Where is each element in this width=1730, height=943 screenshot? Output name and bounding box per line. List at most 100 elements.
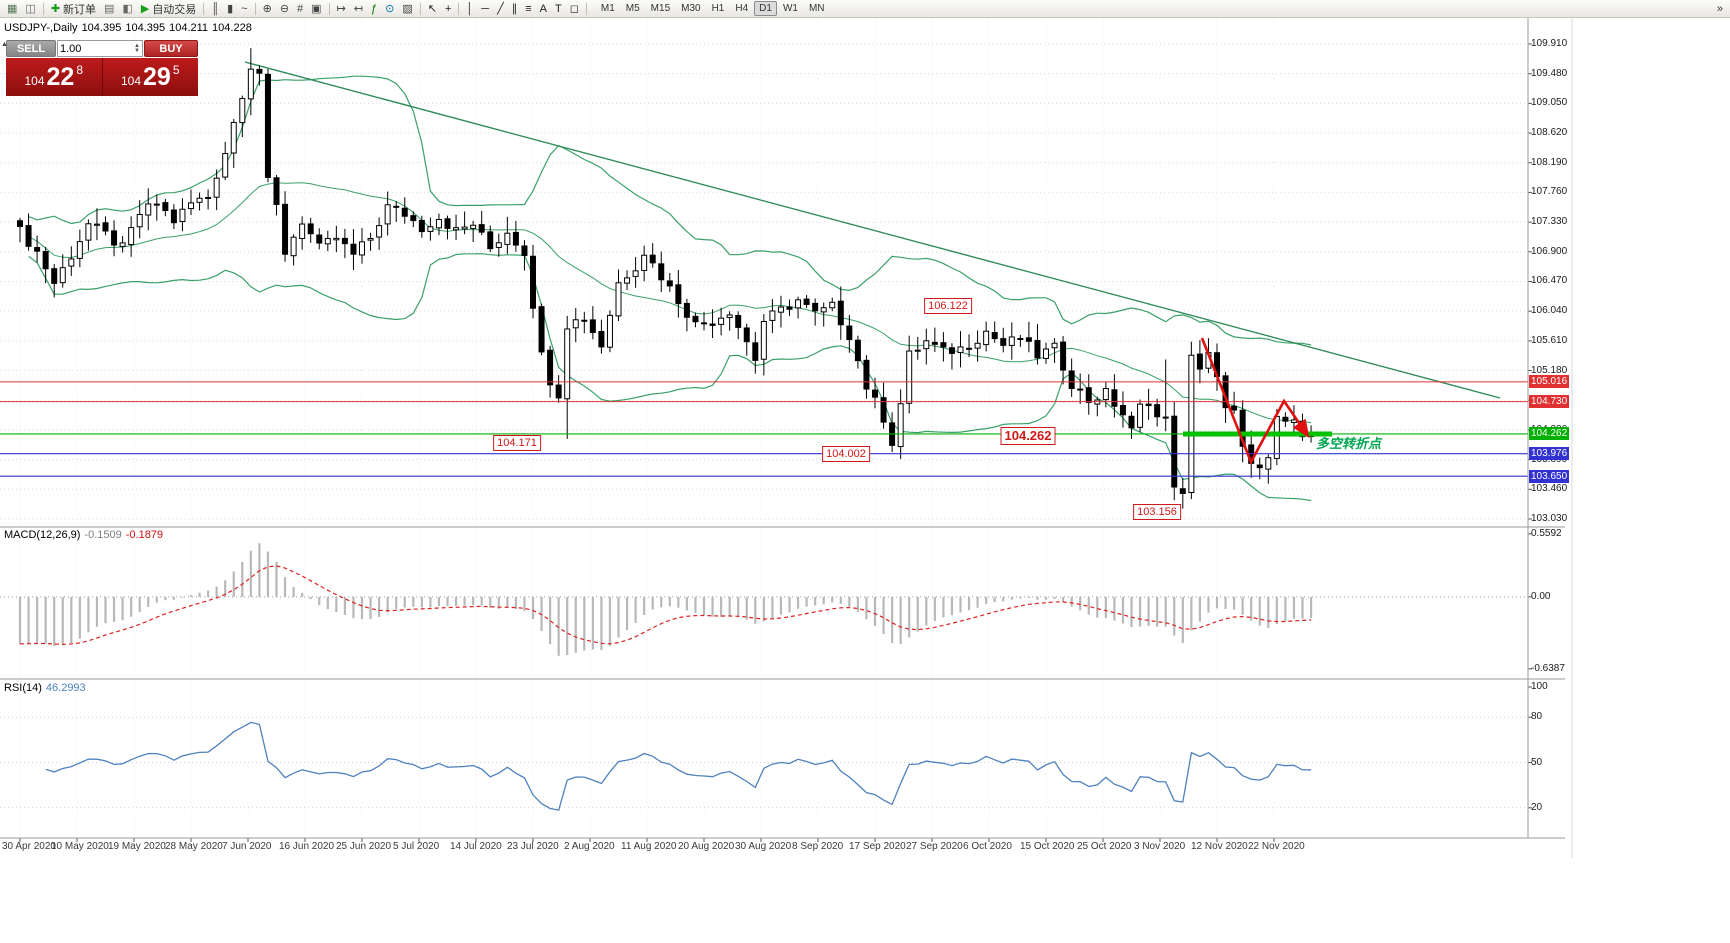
turning-point-annotation[interactable]: 多空转折点 [1316, 436, 1382, 451]
vertical-line-icon: │ [466, 2, 474, 15]
price-scale-label: 108.620 [1531, 127, 1568, 139]
macd-signal-value: -0.1879 [125, 529, 164, 541]
candlestick-chart-button[interactable]: ▮ [223, 1, 237, 17]
date-axis-label: 25 Jun 2020 [336, 841, 392, 852]
rsi-name: RSI(14) [4, 682, 42, 694]
grid-icon: # [297, 2, 304, 15]
volume-decrease-icon[interactable]: ▼ [134, 47, 140, 54]
date-axis-label: 11 Aug 2020 [621, 841, 677, 852]
date-axis-label: 3 Nov 2020 [1134, 841, 1186, 852]
timeframe-m15-button[interactable]: M15 [650, 3, 671, 14]
price-callout[interactable]: 106.122 [924, 298, 972, 314]
toolbar-overflow-button[interactable]: » [1716, 2, 1723, 15]
toolbar-separator [203, 2, 205, 15]
market-watch-button[interactable]: ▤ [100, 1, 118, 17]
timeframe-m30-button[interactable]: M30 [681, 3, 701, 14]
buy-price-pips: 29 [143, 63, 171, 91]
date-axis-label: 10 May 2020 [51, 841, 109, 852]
rsi-scale-label: 80 [1531, 711, 1543, 723]
shapes-icon: ◻ [569, 2, 579, 15]
price-scale-label: 106.900 [1531, 245, 1568, 257]
horizontal-line-button[interactable]: ─ [477, 1, 493, 17]
price-scale-label: 109.480 [1531, 67, 1568, 79]
text-button[interactable]: A [536, 1, 551, 17]
fibonacci-button[interactable]: ≡ [521, 1, 535, 17]
trade-panel-toggle[interactable]: ▲ [1, 41, 8, 48]
price-callout[interactable]: 104.262 [1000, 427, 1056, 445]
vertical-line-button[interactable]: │ [462, 1, 477, 17]
rsi-scale-label: 50 [1531, 756, 1543, 768]
tile-windows-button[interactable]: ▣ [307, 1, 325, 17]
price-scale-label: 105.180 [1531, 364, 1568, 376]
sell-price-pips: 22 [46, 63, 75, 91]
timeframe-h1-button[interactable]: H1 [711, 3, 725, 14]
rsi-scale-label: 20 [1531, 801, 1543, 813]
zoom-out-button[interactable]: ⊖ [276, 1, 293, 17]
indicators-list-icon: ƒ [371, 2, 378, 15]
zoom-out-icon: ⊖ [279, 2, 290, 15]
toolbar-separator [585, 2, 587, 15]
bar-chart-button[interactable]: ║ [207, 1, 223, 17]
buy-button-label: BUY [159, 42, 183, 55]
line-chart-button[interactable]: ~ [237, 1, 251, 17]
timeframe-mn-button[interactable]: MN [808, 3, 825, 14]
date-axis-label: 30 Aug 2020 [735, 841, 792, 852]
new-order-button[interactable]: ✚ 新订单 [47, 1, 100, 17]
price-callout[interactable]: 103.156 [1133, 504, 1181, 520]
price-scale-label: 106.470 [1531, 275, 1568, 287]
fibonacci-icon: ≡ [525, 2, 532, 15]
date-axis-label: 12 Nov 2020 [1191, 841, 1248, 852]
buy-button[interactable]: BUY [144, 40, 198, 57]
chart-shift-button[interactable]: ↤ [350, 1, 367, 17]
chart-profiles-button[interactable]: ◫ [21, 1, 39, 17]
autotrading-button[interactable]: ▶ 自动交易 [137, 1, 200, 17]
timeframe-w1-button[interactable]: W1 [782, 3, 798, 14]
date-axis-label: 19 May 2020 [108, 841, 166, 852]
crosshair-icon: + [444, 2, 452, 15]
buy-price-point: 5 [172, 63, 180, 77]
trendline-button[interactable]: ╱ [493, 1, 508, 17]
candlestick-chart-icon: ▮ [227, 2, 234, 15]
price-scale-label: 109.050 [1531, 97, 1568, 109]
toolbar-right-group: » [1713, 1, 1727, 17]
price-callout[interactable]: 104.002 [822, 446, 870, 462]
date-axis-label: 16 Jun 2020 [279, 841, 335, 852]
grid-button[interactable]: # [293, 1, 307, 17]
ohlc-open: 104.395 [81, 22, 122, 34]
equidistant-channel-button[interactable]: ∥ [508, 1, 522, 17]
cursor-button[interactable]: ↖ [424, 1, 441, 17]
sell-price-button[interactable]: 104 22 8 [6, 58, 103, 96]
text-label-button[interactable]: T [551, 1, 566, 17]
ohlc-high: 104.395 [125, 22, 166, 34]
volume-increase-icon[interactable]: ▲ [134, 42, 140, 49]
timeframe-h4-button[interactable]: H4 [735, 3, 749, 14]
sell-button[interactable]: SELL [6, 40, 56, 57]
crosshair-button[interactable]: + [441, 1, 455, 17]
timeframe-d1-button[interactable]: D1 [754, 1, 777, 16]
data-window-icon: ◧ [122, 2, 133, 15]
timeframe-m1-button[interactable]: M1 [600, 3, 615, 14]
shapes-button[interactable]: ◻ [566, 1, 583, 17]
line-chart-icon: ~ [241, 2, 248, 15]
timeframe-m5-button[interactable]: M5 [625, 3, 640, 14]
new-order-icon: ✚ [50, 2, 61, 15]
price-tag: 105.016 [1529, 375, 1569, 389]
zoom-in-button[interactable]: ⊕ [259, 1, 276, 17]
volume-spinner[interactable]: ▲ ▼ [134, 42, 140, 54]
sell-price-figure: 104 [24, 74, 45, 88]
autotrading-icon: ▶ [140, 2, 150, 15]
sell-price-point: 8 [76, 63, 84, 77]
rsi-scale-label: 100 [1531, 681, 1548, 692]
templates-button[interactable]: ▨ [398, 1, 416, 17]
auto-scroll-button[interactable]: ↦ [333, 1, 350, 17]
periods-button[interactable]: ⊙ [381, 1, 398, 17]
indicators-list-button[interactable]: ƒ [367, 1, 381, 17]
new-chart-button[interactable]: ▦ [3, 1, 21, 17]
price-callout[interactable]: 104.171 [493, 435, 541, 451]
data-window-button[interactable]: ◧ [118, 1, 136, 17]
volume-input[interactable] [60, 42, 118, 55]
buy-price-figure: 104 [120, 74, 142, 88]
buy-price-button[interactable]: 104 29 5 [102, 58, 198, 96]
